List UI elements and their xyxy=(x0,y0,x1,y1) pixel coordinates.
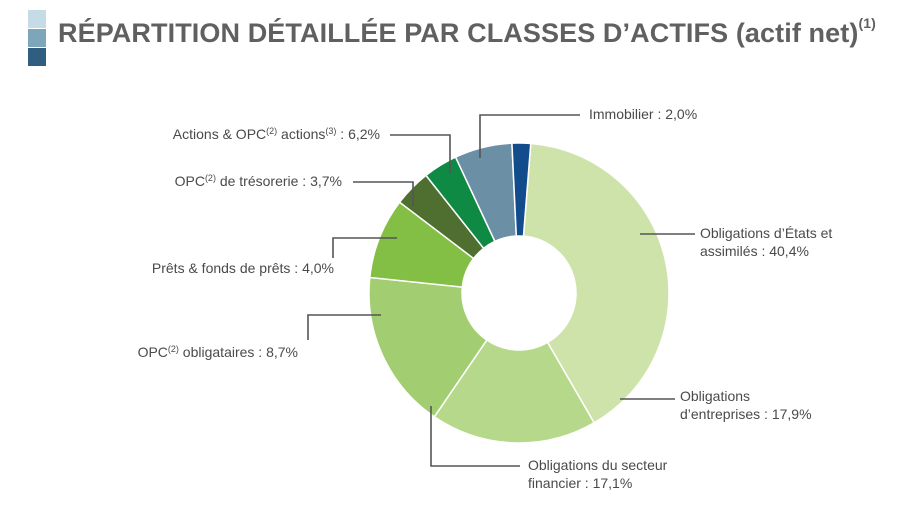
donut-slice-obligations-d-entreprises-17-9 xyxy=(433,338,596,444)
leader-line-6 xyxy=(353,181,414,206)
title-mark-square-light xyxy=(28,10,46,28)
label-leader-lines xyxy=(307,114,695,467)
leader-line-8 xyxy=(479,114,580,158)
leader-line-7 xyxy=(390,134,451,174)
title-color-mark xyxy=(28,10,46,66)
donut-slice-immobilier-2-0 xyxy=(511,142,532,237)
page-title-text: RÉPARTITION DÉTAILLÉE PAR CLASSES D’ACTI… xyxy=(58,18,859,48)
donut-slice-obligations-du-secteur-financier-17-1 xyxy=(368,276,488,418)
donut-slice-obligations-d-etats-et-assimiles-40-4 xyxy=(522,142,670,424)
slice-label-1-line-2: assimilés : 40,4% xyxy=(700,243,809,259)
slice-label-8-line-1: Immobilier : 2,0% xyxy=(589,106,697,122)
slice-label-2-line-2: d’entreprises : 17,9% xyxy=(680,406,812,422)
slice-label-1-line-1: Obligations d’États et xyxy=(700,225,832,241)
leader-line-3 xyxy=(430,406,520,467)
leader-line-4 xyxy=(307,314,381,340)
slice-labels: Obligations d’États et assimilés : 40,4% O… xyxy=(138,106,833,491)
slice-label-3-line-2: financier : 17,1% xyxy=(528,475,632,491)
donut-slices xyxy=(368,142,670,444)
leader-line-5 xyxy=(332,237,397,258)
slice-label-3-line-1: Obligations du secteur xyxy=(528,457,668,473)
slice-label-7-line-1: Actions & OPC(2) actions(3) : 6,2% xyxy=(173,126,380,142)
page-title: RÉPARTITION DÉTAILLÉE PAR CLASSES D’ACTI… xyxy=(58,15,876,49)
slice-label-5-line-1: Prêts & fonds de prêts : 4,0% xyxy=(152,260,334,276)
slice-label-2-line-1: Obligations xyxy=(680,388,750,404)
title-mark-square-dark xyxy=(28,48,46,66)
slice-label-4-line-1: OPC(2) obligataires : 8,7% xyxy=(138,344,298,360)
title-mark-square-mid xyxy=(28,29,46,47)
page-title-footnote: (1) xyxy=(858,15,876,31)
slice-label-6-line-1: OPC(2) de trésorerie : 3,7% xyxy=(175,173,342,189)
